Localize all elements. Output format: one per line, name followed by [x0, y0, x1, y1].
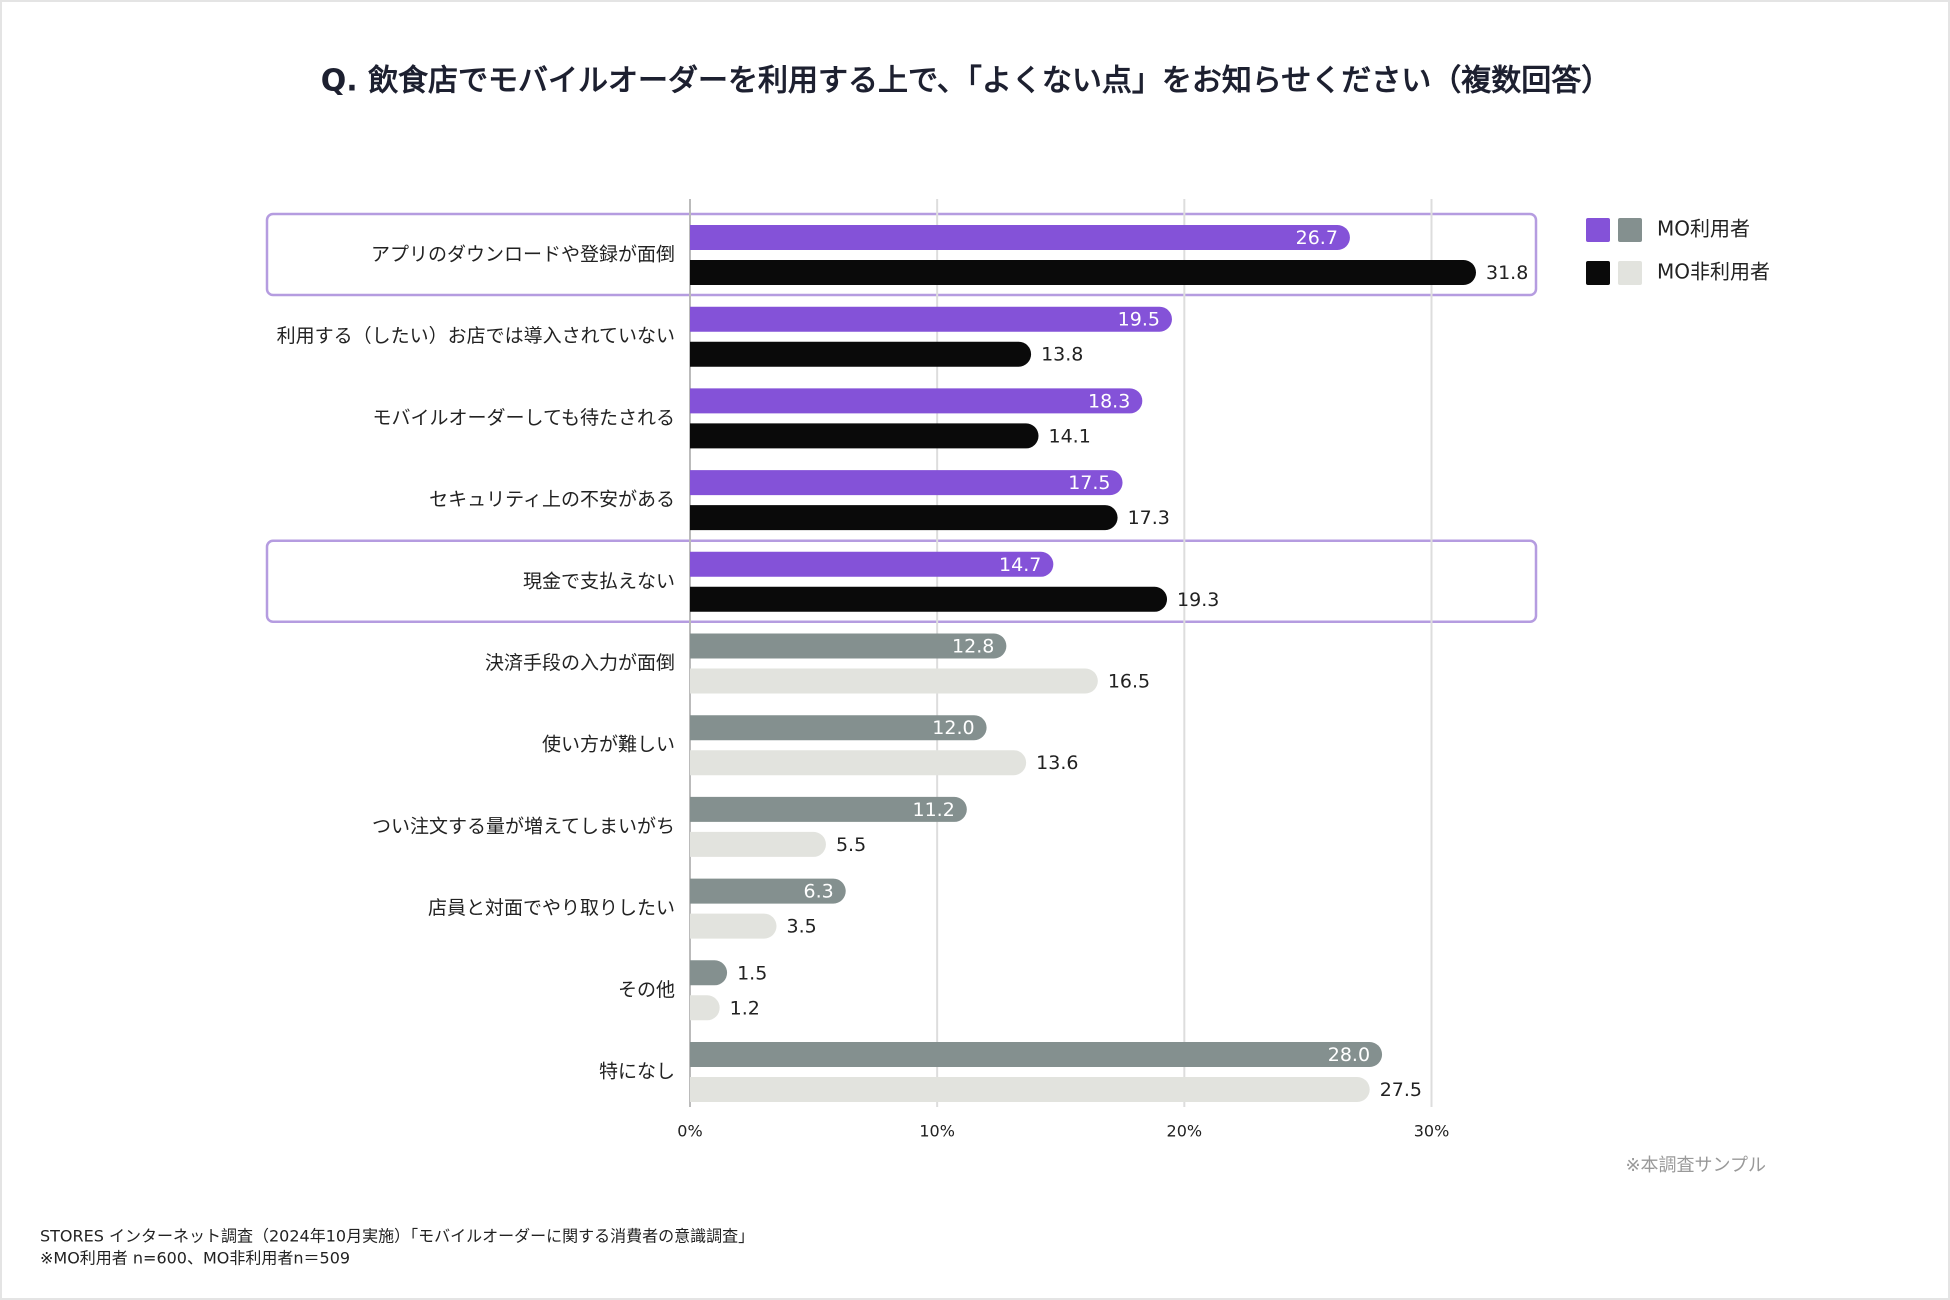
bar — [690, 470, 1123, 496]
data-label: 11.2 — [913, 799, 955, 821]
bar — [690, 750, 1027, 776]
data-label: 19.3 — [1177, 589, 1219, 611]
data-label: 6.3 — [803, 881, 833, 903]
bar — [690, 505, 1118, 531]
legend-swatch — [1586, 261, 1610, 285]
data-label: 13.8 — [1041, 344, 1083, 366]
bar — [690, 388, 1143, 414]
bar — [690, 1077, 1370, 1102]
y-tick-label: 店員と対面でやり取りしたい — [428, 897, 675, 919]
bar — [690, 831, 826, 857]
y-tick-label: モバイルオーダーしても待たされる — [373, 407, 675, 429]
x-tick-label: 0% — [677, 1122, 702, 1141]
data-label: 13.6 — [1036, 752, 1078, 774]
data-label: 14.1 — [1049, 425, 1091, 447]
legend-swatch — [1618, 261, 1642, 285]
data-label: 1.5 — [737, 962, 767, 984]
bar — [690, 341, 1032, 367]
bar — [690, 913, 777, 939]
data-label: 28.0 — [1328, 1044, 1370, 1066]
data-label: 31.8 — [1486, 262, 1528, 284]
chart-title: Q. 飲食店でモバイルオーダーを利用する上で、「よくない点」をお知らせください（… — [321, 64, 1612, 99]
data-label: 1.2 — [730, 997, 760, 1019]
bar — [690, 995, 720, 1021]
x-tick-label: 30% — [1414, 1122, 1450, 1141]
bar — [690, 225, 1350, 250]
data-label: 12.0 — [932, 717, 974, 739]
y-tick-label: 使い方が難しい — [542, 734, 675, 756]
bar — [690, 668, 1098, 694]
bar — [690, 551, 1054, 577]
sample: ※MO利用者 n=600、MO非利用者n＝509 — [40, 1249, 350, 1268]
y-tick-label: 決済手段の入力が面倒 — [485, 652, 675, 674]
y-tick-label: その他 — [618, 979, 675, 1001]
bar — [690, 306, 1172, 332]
data-label: 17.3 — [1128, 507, 1170, 529]
bar — [690, 633, 1007, 659]
x-tick-label: 10% — [919, 1122, 955, 1141]
data-label: 17.5 — [1068, 472, 1110, 494]
data-label: 18.3 — [1088, 390, 1130, 412]
bar — [690, 1042, 1383, 1067]
bar — [690, 423, 1039, 449]
y-tick-label: セキュリティ上の不安がある — [429, 489, 675, 511]
highlight-box — [265, 212, 1538, 297]
legend-swatch — [1618, 218, 1642, 242]
data-label: 12.8 — [952, 636, 994, 658]
note: ※本調査サンプル — [1625, 1155, 1766, 1176]
x-tick-label: 20% — [1167, 1122, 1203, 1141]
y-tick-label: つい注文する量が増えてしまいがち — [372, 815, 675, 837]
y-tick-label: アプリのダウンロードや登録が面倒 — [371, 244, 675, 266]
bar — [690, 586, 1168, 612]
bar — [690, 260, 1476, 285]
data-label: 14.7 — [999, 554, 1041, 576]
bar — [690, 715, 987, 741]
data-label: 16.5 — [1108, 671, 1150, 693]
bar — [690, 796, 967, 822]
y-tick-label: 特になし — [599, 1061, 675, 1083]
bar — [690, 960, 728, 986]
highlight-box — [265, 539, 1538, 624]
bar — [690, 878, 846, 904]
legend-swatch — [1586, 218, 1610, 242]
data-label: 3.5 — [787, 916, 817, 938]
data-label: 27.5 — [1380, 1079, 1422, 1101]
y-tick-label: 利用する（したい）お店では導入されていない — [277, 325, 675, 347]
source: STORES インターネット調査（2024年10月実施）「モバイルオーダーに関す… — [40, 1227, 754, 1246]
y-tick-label: 現金で支払えない — [523, 570, 675, 592]
legend-label: MO利用者 — [1657, 217, 1750, 241]
data-label: 19.5 — [1118, 309, 1160, 331]
legend-label: MO非利用者 — [1657, 260, 1770, 284]
data-label: 26.7 — [1296, 227, 1338, 249]
data-label: 5.5 — [836, 834, 866, 856]
